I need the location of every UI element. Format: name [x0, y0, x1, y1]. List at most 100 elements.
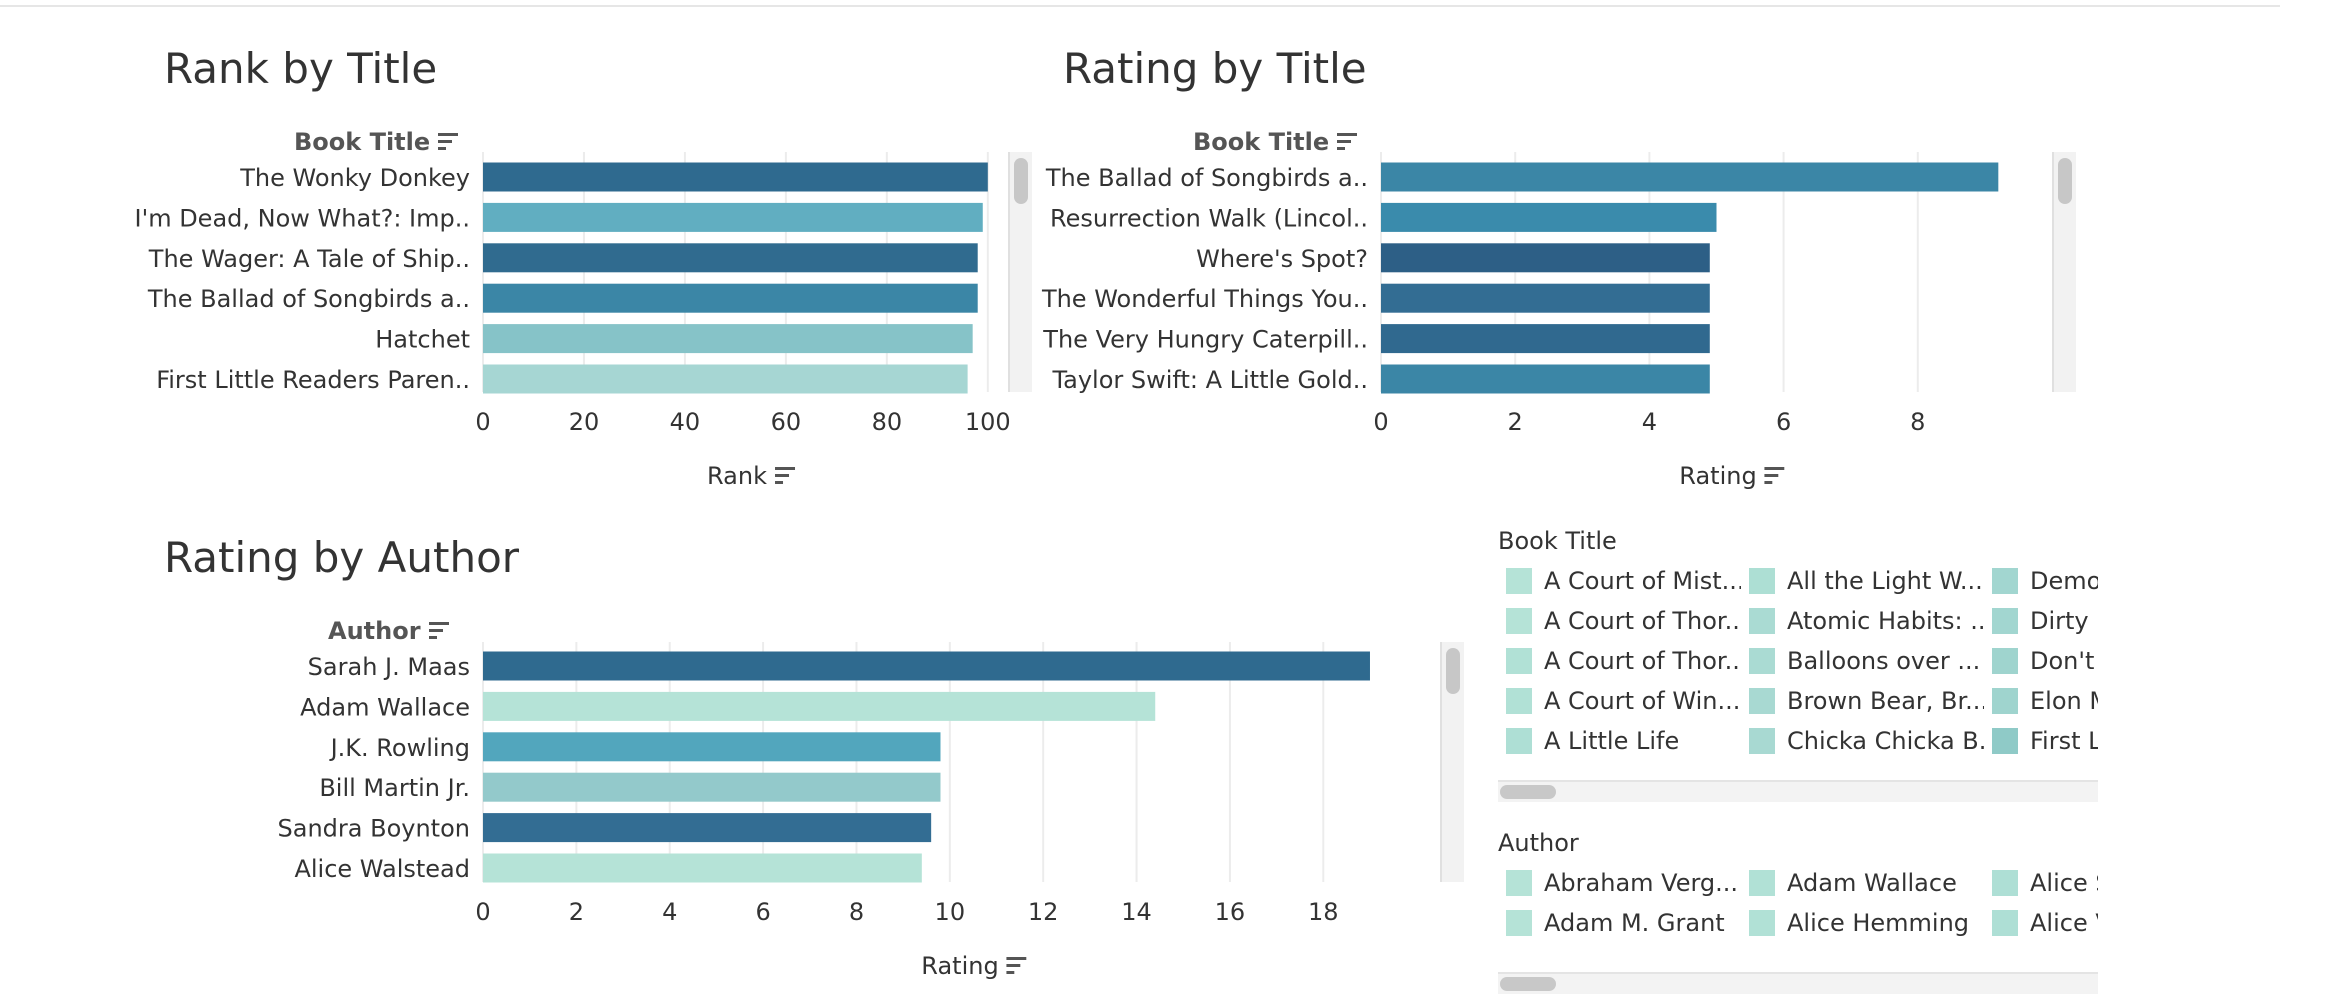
- legend-horizontal-scrollbar[interactable]: [1498, 780, 2098, 802]
- legend-horizontal-scrollbar[interactable]: [1498, 972, 2098, 994]
- bar[interactable]: [483, 364, 968, 394]
- legend-item[interactable]: Demo: [1984, 561, 2098, 601]
- legend-item[interactable]: Abraham Verg...: [1498, 863, 1741, 903]
- bar[interactable]: [483, 732, 941, 762]
- bar[interactable]: [1381, 283, 1710, 313]
- legend-item[interactable]: A Court of Mist...: [1498, 561, 1741, 601]
- vertical-scrollbar[interactable]: [2052, 152, 2076, 392]
- category-label[interactable]: Resurrection Walk (Lincol..: [1050, 204, 1368, 232]
- x-tick-label: 40: [670, 408, 701, 436]
- bar[interactable]: [483, 853, 922, 883]
- x-tick-label: 4: [662, 898, 677, 926]
- book-title-sort-header[interactable]: Book Title: [294, 128, 460, 157]
- legend-swatch: [1506, 870, 1532, 896]
- category-label[interactable]: First Little Readers Paren..: [156, 366, 470, 394]
- legend-item[interactable]: Alice Hemming: [1741, 903, 1984, 943]
- bar[interactable]: [483, 324, 973, 354]
- sort-icon: [428, 618, 451, 646]
- category-label[interactable]: The Wonky Donkey: [239, 164, 470, 192]
- legend-label: Adam Wallace: [1787, 869, 1957, 897]
- legend-item[interactable]: First L: [1984, 721, 2098, 761]
- legend-swatch: [1749, 688, 1775, 714]
- scrollbar-thumb[interactable]: [2058, 158, 2072, 204]
- vertical-scrollbar[interactable]: [1008, 152, 1032, 392]
- bar[interactable]: [483, 813, 932, 843]
- legend-label: Alice V: [2030, 909, 2098, 937]
- x-tick-label: 18: [1308, 898, 1339, 926]
- category-label[interactable]: I'm Dead, Now What?: Imp..: [135, 204, 470, 232]
- legend-item[interactable]: A Little Life: [1498, 721, 1741, 761]
- bar[interactable]: [483, 283, 978, 313]
- legend-item[interactable]: Don't: [1984, 641, 2098, 681]
- bar[interactable]: [1381, 162, 1999, 192]
- legend-swatch: [1749, 608, 1775, 634]
- category-label[interactable]: Where's Spot?: [1196, 245, 1368, 273]
- scrollbar-thumb[interactable]: [1446, 648, 1460, 694]
- legend-item[interactable]: Elon M: [1984, 681, 2098, 721]
- scrollbar-thumb[interactable]: [1500, 977, 1556, 991]
- legend-item[interactable]: Dirty: [1984, 601, 2098, 641]
- sort-icon: [1337, 129, 1359, 157]
- legend-swatch: [1506, 728, 1532, 754]
- sort-icon: [1006, 953, 1029, 981]
- bar[interactable]: [483, 202, 983, 232]
- author-sort-header[interactable]: Author: [328, 617, 451, 646]
- legend-swatch: [1992, 608, 2018, 634]
- legend-swatch: [1506, 568, 1532, 594]
- legend-item[interactable]: Adam M. Grant: [1498, 903, 1741, 943]
- x-tick-label: 60: [771, 408, 802, 436]
- legend-label: Alice S: [2030, 869, 2098, 897]
- bar[interactable]: [483, 691, 1156, 721]
- legend-item[interactable]: Alice V: [1984, 903, 2098, 943]
- bar[interactable]: [1381, 364, 1710, 394]
- legend-item[interactable]: Alice S: [1984, 863, 2098, 903]
- scrollbar-thumb[interactable]: [1500, 785, 1556, 799]
- x-tick-label: 6: [1776, 408, 1791, 436]
- bar[interactable]: [483, 162, 988, 192]
- bar[interactable]: [1381, 243, 1710, 273]
- legend-item[interactable]: All the Light W...: [1741, 561, 1984, 601]
- legend-item[interactable]: Balloons over ...: [1741, 641, 1984, 681]
- legend-item[interactable]: Atomic Habits: ...: [1741, 601, 1984, 641]
- legend-swatch: [1992, 870, 2018, 896]
- legend-swatch: [1506, 910, 1532, 936]
- legend-label: Alice Hemming: [1787, 909, 1970, 937]
- legend-item[interactable]: A Court of Thor...: [1498, 641, 1741, 681]
- legend-item[interactable]: Adam Wallace: [1741, 863, 1984, 903]
- author-legend: Author Abraham Verg... Adam M. Grant Adam …: [1498, 829, 2098, 949]
- legend-item[interactable]: A Court of Win...: [1498, 681, 1741, 721]
- category-label[interactable]: The Ballad of Songbirds a..: [147, 285, 470, 313]
- category-label[interactable]: The Wager: A Tale of Ship..: [148, 245, 470, 273]
- category-label[interactable]: The Ballad of Songbirds a..: [1045, 164, 1368, 192]
- legend-label: Balloons over ...: [1787, 647, 1981, 675]
- bar[interactable]: [1381, 324, 1710, 354]
- bar[interactable]: [483, 243, 978, 273]
- bar[interactable]: [483, 772, 941, 802]
- category-label[interactable]: The Wonderful Things You..: [1041, 285, 1368, 313]
- category-label[interactable]: Adam Wallace: [300, 693, 470, 721]
- category-label[interactable]: Alice Walstead: [294, 855, 470, 883]
- legend-swatch: [1506, 648, 1532, 674]
- legend-label: A Little Life: [1544, 727, 1680, 755]
- category-label[interactable]: Sandra Boynton: [278, 815, 470, 843]
- legend-item[interactable]: Chicka Chicka B...: [1741, 721, 1984, 761]
- book-title-sort-header[interactable]: Book Title: [1193, 128, 1359, 157]
- scrollbar-thumb[interactable]: [1014, 158, 1028, 204]
- category-label[interactable]: Taylor Swift: A Little Gold..: [1051, 366, 1368, 394]
- x-axis-title[interactable]: Rating: [921, 952, 1028, 981]
- legend-label: Dirty: [2030, 607, 2089, 635]
- legend-swatch: [1749, 648, 1775, 674]
- vertical-scrollbar[interactable]: [1440, 642, 1464, 882]
- bar[interactable]: [1381, 202, 1717, 232]
- category-label[interactable]: Sarah J. Maas: [308, 653, 470, 681]
- category-label[interactable]: Bill Martin Jr.: [319, 774, 470, 802]
- category-label[interactable]: J.K. Rowling: [329, 734, 470, 762]
- category-label[interactable]: Hatchet: [375, 326, 470, 354]
- legend-label: A Court of Mist...: [1544, 567, 1741, 595]
- x-axis-title[interactable]: Rank: [707, 462, 797, 491]
- legend-item[interactable]: Brown Bear, Br...: [1741, 681, 1984, 721]
- bar[interactable]: [483, 651, 1370, 681]
- category-label[interactable]: The Very Hungry Caterpill..: [1042, 326, 1368, 354]
- x-axis-title[interactable]: Rating: [1679, 462, 1786, 491]
- legend-item[interactable]: A Court of Thor...: [1498, 601, 1741, 641]
